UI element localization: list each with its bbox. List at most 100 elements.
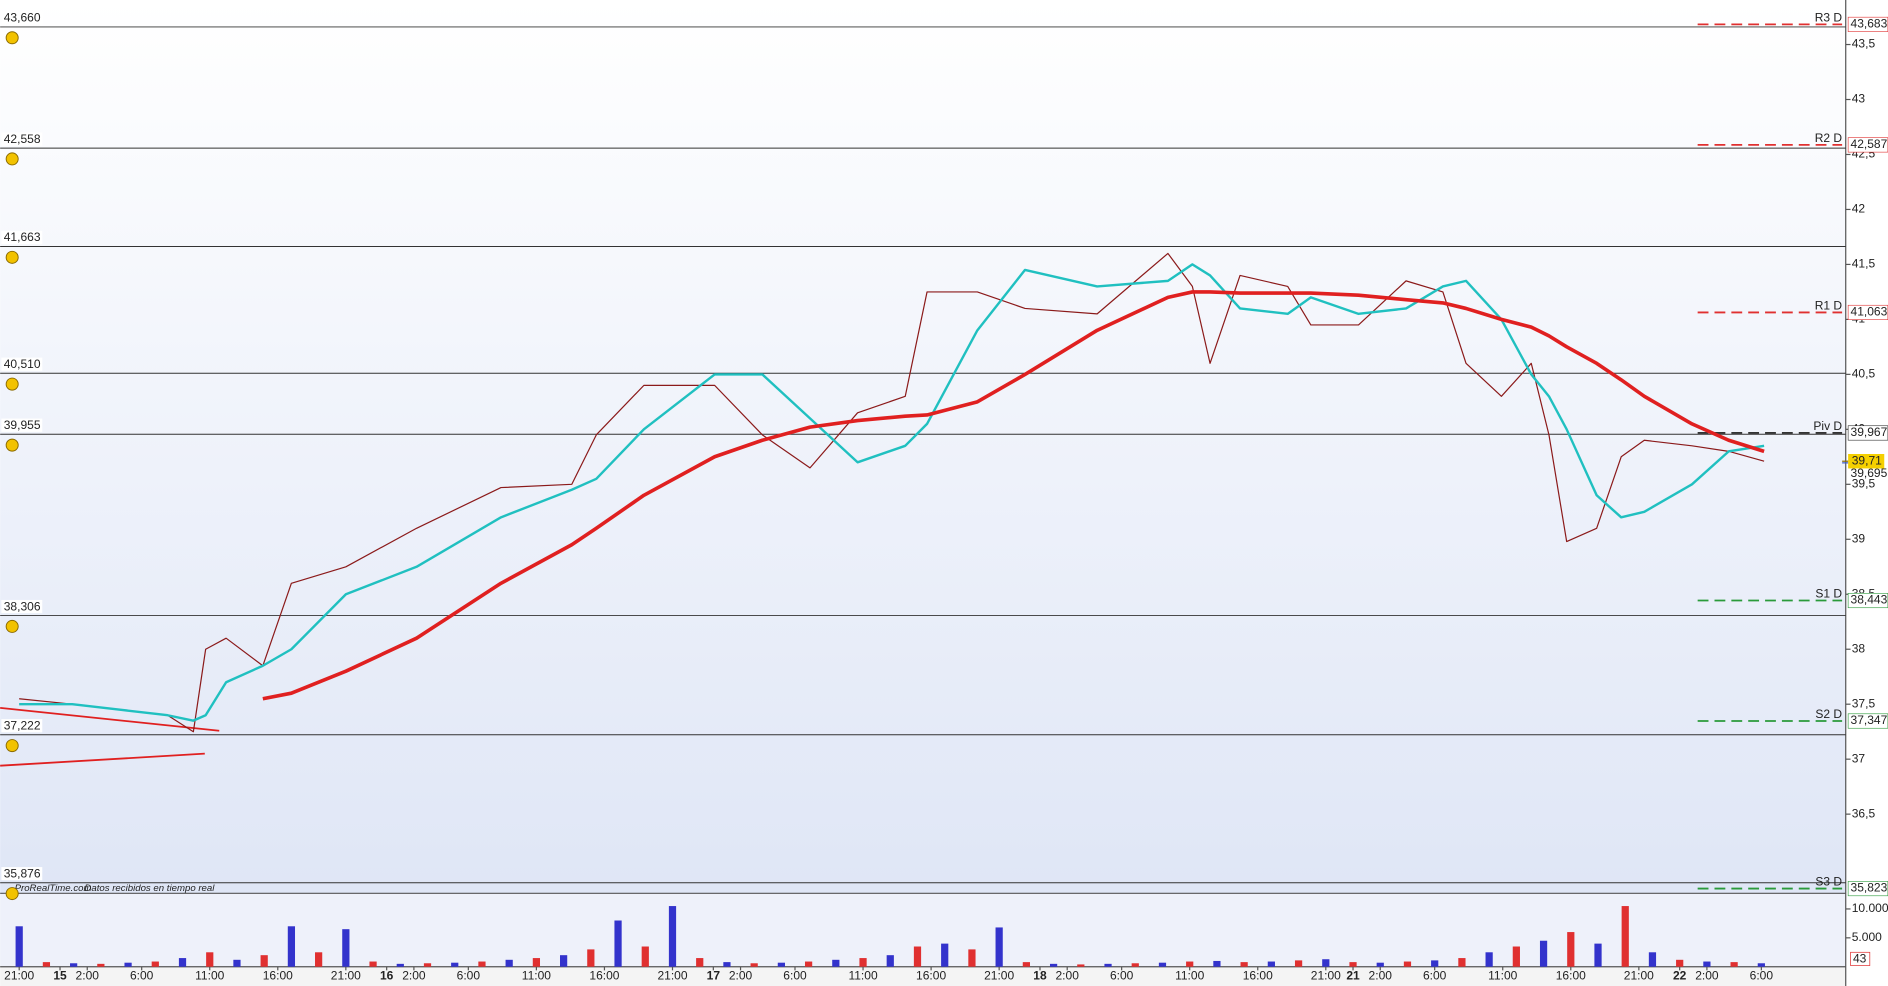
x-tick-label: 21:00 (984, 969, 1014, 983)
volume-bar (1512, 946, 1520, 967)
volume-badge-bg (1850, 951, 1871, 966)
pivot-value: 39,967 (1851, 425, 1888, 439)
volume-bar (70, 963, 78, 967)
volume-bar (1567, 932, 1575, 967)
volume-bar (1431, 960, 1439, 967)
y-tick-label: 39 (1852, 531, 1866, 545)
level-label: 40,510 (4, 357, 41, 371)
x-tick-label: 11:00 (1488, 969, 1517, 983)
pivot-value: 37,347 (1851, 713, 1888, 727)
x-tick-label: 6:00 (1423, 969, 1447, 983)
volume-bar (1403, 961, 1412, 967)
x-tick-label: 6:00 (457, 969, 481, 983)
volume-bar (97, 963, 105, 967)
x-tick-label: 11:00 (848, 969, 877, 983)
alert-bell (5, 31, 19, 45)
x-tick-label: 2:00 (402, 969, 426, 983)
last-price-bg (1848, 453, 1885, 469)
x-tick-label: 6:00 (1750, 969, 1774, 983)
x-tick-label: 17 (707, 969, 721, 983)
volume-panel (0, 893, 1846, 967)
pivot-name: S3 D (1815, 875, 1842, 889)
volume-tick-label: 10.000 (1852, 901, 1888, 915)
trendline (0, 706, 220, 732)
volume-bar (42, 962, 51, 967)
volume-bar (1077, 964, 1085, 967)
x-tick-label: 2:00 (729, 969, 753, 983)
volume-bar (641, 946, 649, 967)
volume-bar (1485, 952, 1493, 967)
volume-bar (1294, 960, 1303, 967)
x-tick-label: 2:00 (76, 969, 100, 983)
alert-bell (5, 619, 19, 633)
pivot-name: S1 D (1815, 587, 1842, 601)
right-axis-panel (1845, 0, 1888, 986)
volume-bar (696, 958, 704, 967)
y-tick-label: 41,5 (1852, 257, 1876, 271)
volume-bar (206, 952, 214, 967)
volume-bar (15, 926, 23, 967)
level-label: 42,558 (4, 132, 41, 146)
volume-bar (1349, 962, 1357, 967)
y-tick-label: 38 (1852, 641, 1866, 655)
alert-bell (5, 377, 19, 391)
volume-bar (1022, 962, 1030, 967)
volume-bar (804, 961, 813, 967)
level-label: 43,660 (4, 11, 41, 25)
y-tick-label: 40,5 (1852, 367, 1876, 381)
x-tick-label: 6:00 (783, 969, 807, 983)
volume-bar (560, 955, 568, 967)
volume-bar (832, 959, 840, 967)
volume-bar (1213, 960, 1221, 967)
x-tick-label: 21:00 (1624, 969, 1654, 983)
pivot-value: 41,063 (1851, 305, 1888, 319)
level-label-bg (1, 132, 43, 146)
x-tick-label: 6:00 (1110, 969, 1134, 983)
y-tick-label: 43,5 (1852, 37, 1876, 51)
price-panel (0, 0, 1846, 894)
volume-bar (396, 963, 404, 967)
level-label-bg (1, 11, 43, 25)
volume-bar (124, 962, 132, 967)
volume-bar (777, 962, 785, 967)
pivot-name: Piv D (1813, 419, 1842, 433)
x-tick-label: 22 (1673, 969, 1687, 983)
pivot-value: 35,823 (1851, 881, 1888, 895)
trendline (0, 752, 205, 767)
pivot-name: S2 D (1815, 707, 1842, 721)
volume-bar (614, 920, 622, 967)
y-tick-label: 43 (1852, 92, 1866, 106)
volume-bar (968, 949, 976, 967)
x-tick-label: 16:00 (589, 969, 619, 983)
level-label: 39,955 (4, 418, 41, 432)
second-price: 39,695 (1851, 466, 1888, 480)
series-line (19, 263, 1765, 722)
alert-bell (5, 887, 19, 901)
volume-bar (1158, 962, 1167, 967)
pivot-name: R1 D (1815, 299, 1843, 313)
volume-bar (1458, 958, 1466, 967)
alert-bell (5, 250, 19, 264)
volume-bar (342, 929, 350, 967)
level-label: 41,663 (4, 230, 41, 244)
x-tick-label: 16 (380, 969, 394, 983)
series-line (262, 290, 1765, 701)
volume-bar (233, 959, 241, 967)
alert-bell (5, 152, 19, 166)
volume-tick-label: 5.000 (1852, 930, 1882, 944)
y-tick-label: 39,5 (1852, 476, 1876, 490)
volume-bar (178, 958, 187, 967)
x-tick-label: 2:00 (1369, 969, 1393, 983)
volume-bar (1104, 963, 1112, 967)
volume-bar (451, 962, 459, 967)
pivot-value: 38,443 (1851, 593, 1888, 607)
volume-bar (423, 963, 432, 967)
x-tick-label: 21:00 (1311, 969, 1341, 983)
x-tick-label: 16:00 (263, 969, 293, 983)
x-tick-label: 18 (1033, 969, 1047, 983)
volume-bar (941, 943, 949, 967)
volume-bar (315, 952, 323, 967)
volume-bar (1757, 963, 1765, 967)
